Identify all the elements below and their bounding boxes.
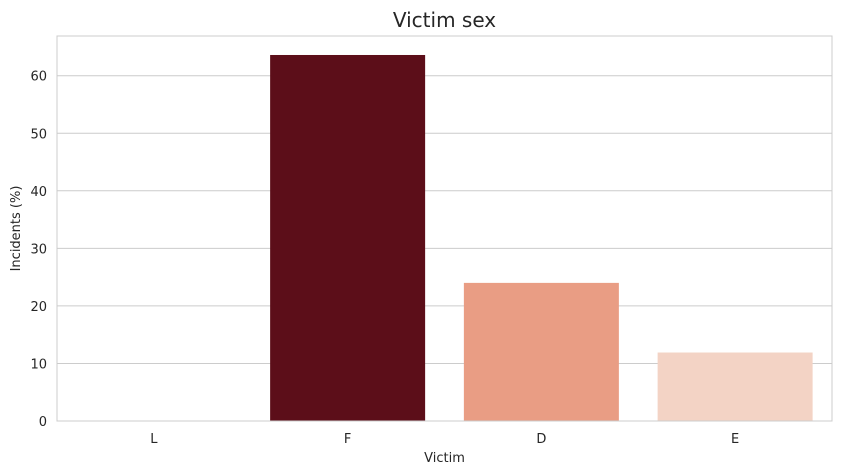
y-tick-label: 40	[30, 185, 47, 200]
x-tick-label: E	[731, 432, 739, 447]
y-tick-label: 10	[30, 357, 47, 372]
y-tick-label: 30	[30, 242, 47, 257]
x-tick-label: L	[150, 432, 158, 447]
y-tick-labels: 0 10 20 30 40 50 60	[30, 70, 47, 430]
bar-F	[270, 54, 426, 422]
y-tick-label: 0	[39, 415, 47, 430]
x-tick-label: F	[344, 432, 351, 447]
bar-D	[463, 282, 619, 421]
bars	[270, 54, 813, 422]
plot-frame	[56, 35, 833, 422]
y-tick-label: 50	[30, 127, 47, 142]
y-axis-label: Incidents (%)	[9, 186, 24, 272]
y-tick-label: 20	[30, 300, 47, 315]
y-gridlines	[57, 75, 832, 422]
bar-E	[657, 352, 813, 421]
chart-title: Victim sex	[393, 8, 496, 32]
y-tick-label: 60	[30, 70, 47, 85]
x-axis-label: Victim	[424, 451, 465, 466]
x-tick-label: D	[536, 432, 546, 447]
